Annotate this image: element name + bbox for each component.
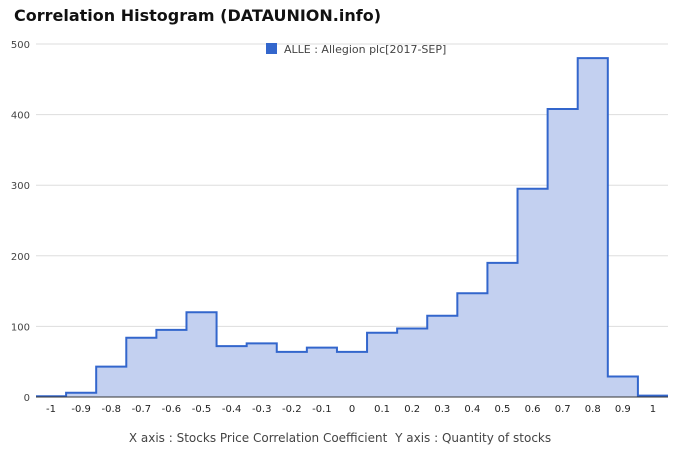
bar-0.8[interactable] bbox=[578, 58, 608, 397]
bar--0.3[interactable] bbox=[247, 343, 277, 397]
bar--0.6[interactable] bbox=[156, 330, 186, 397]
y-tick-label: 100 bbox=[11, 322, 30, 333]
y-tick-labels: 0 100 200 300 400 500 bbox=[11, 40, 30, 404]
x-tick-label: -0.7 bbox=[132, 404, 152, 415]
y-tick-label: 200 bbox=[11, 252, 30, 263]
series-area bbox=[36, 57, 668, 398]
bar-0.4[interactable] bbox=[457, 293, 487, 397]
x-tick-label: 0.5 bbox=[495, 404, 511, 415]
x-tick-label: -0.2 bbox=[282, 404, 302, 415]
x-tick-label: 0.4 bbox=[464, 404, 480, 415]
x-tick-label: -0.8 bbox=[101, 404, 121, 415]
x-tick-label: 0 bbox=[349, 404, 355, 415]
x-tick-label: -0.1 bbox=[312, 404, 332, 415]
x-tick-label: 0.6 bbox=[525, 404, 541, 415]
bar-0.2[interactable] bbox=[397, 329, 427, 397]
bar--0.9[interactable] bbox=[66, 393, 96, 397]
bar--0.8[interactable] bbox=[96, 367, 126, 397]
bar-0[interactable] bbox=[337, 352, 367, 397]
x-tick-label: -0.4 bbox=[222, 404, 242, 415]
y-tick-label: 300 bbox=[11, 181, 30, 192]
series-line bbox=[36, 57, 668, 398]
x-tick-label: -0.5 bbox=[192, 404, 212, 415]
y-tick-label: 400 bbox=[11, 111, 30, 122]
x-tick-label: 0.3 bbox=[434, 404, 450, 415]
bar-0.3[interactable] bbox=[427, 316, 457, 397]
x-axis-label: X axis : Stocks Price Correlation Coeffi… bbox=[128, 431, 388, 445]
legend-label: ALLE : Allegion plc[2017-SEP] bbox=[284, 43, 446, 56]
bar-0.6[interactable] bbox=[518, 189, 548, 397]
bar-0.1[interactable] bbox=[367, 333, 397, 397]
bar-0.5[interactable] bbox=[487, 263, 517, 397]
x-tick-label: 1 bbox=[650, 404, 656, 415]
chart-title: Correlation Histogram (DATAUNION.info) bbox=[14, 6, 381, 25]
x-tick-labels: -1 -0.9 -0.8 -0.7 -0.6 -0.5 -0.4 -0.3 -0.2 -0.1 0 0… bbox=[46, 404, 656, 415]
bar--0.2[interactable] bbox=[277, 352, 307, 397]
x-tick-label: -0.6 bbox=[162, 404, 182, 415]
x-tick-label: 0.1 bbox=[374, 404, 390, 415]
bar--0.5[interactable] bbox=[186, 312, 216, 397]
x-tick-label: 0.9 bbox=[615, 404, 631, 415]
x-tick-label: -0.3 bbox=[252, 404, 272, 415]
y-tick-label: 500 bbox=[11, 40, 30, 51]
x-tick-label: -1 bbox=[46, 404, 56, 415]
x-tick-label: 0.7 bbox=[555, 404, 571, 415]
legend-swatch bbox=[266, 43, 277, 54]
bar-0.7[interactable] bbox=[548, 109, 578, 397]
y-axis-label: Y axis : Quantity of stocks bbox=[395, 431, 552, 445]
bar--0.4[interactable] bbox=[217, 346, 247, 397]
x-tick-label: -0.9 bbox=[71, 404, 91, 415]
legend[interactable]: ALLE : Allegion plc[2017-SEP] bbox=[266, 43, 446, 56]
bar-0.9[interactable] bbox=[608, 377, 638, 397]
x-tick-label: 0.8 bbox=[585, 404, 601, 415]
bar--0.7[interactable] bbox=[126, 338, 156, 397]
x-tick-label: 0.2 bbox=[404, 404, 420, 415]
bar--0.1[interactable] bbox=[307, 348, 337, 397]
y-tick-label: 0 bbox=[24, 393, 30, 404]
